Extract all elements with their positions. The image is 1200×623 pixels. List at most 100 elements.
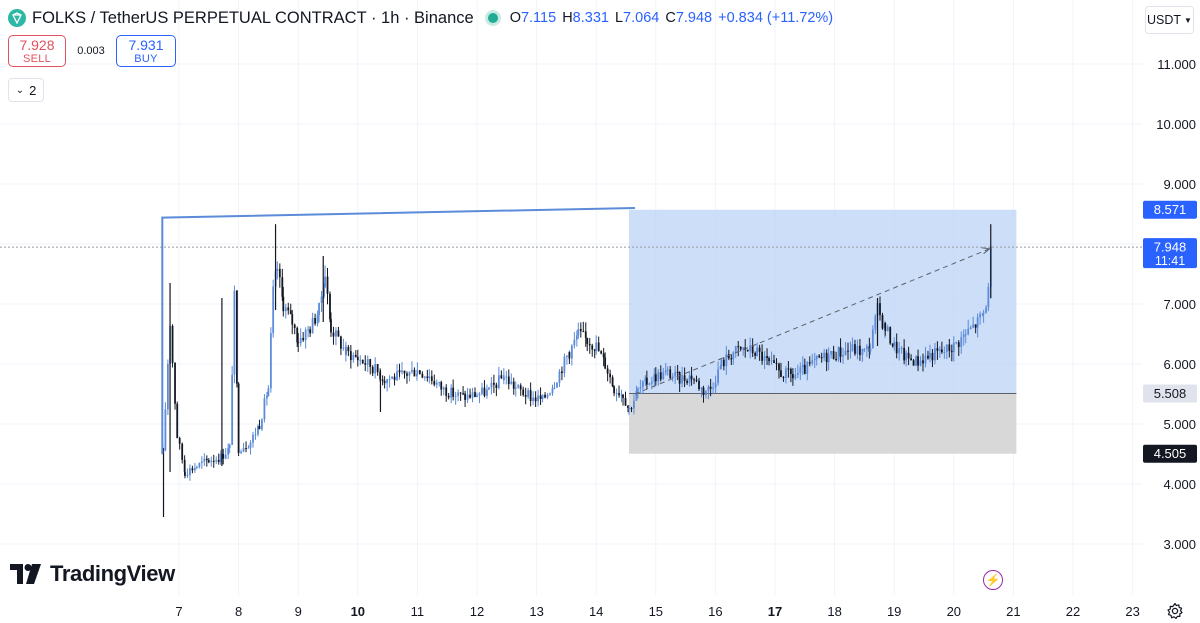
sell-button[interactable]: 7.928 SELL <box>8 35 66 67</box>
candle <box>702 385 705 403</box>
candle <box>664 362 667 376</box>
currency-select[interactable]: USDT ▼ <box>1145 6 1194 34</box>
candle <box>184 470 186 479</box>
candle <box>200 456 203 469</box>
candle <box>326 267 329 305</box>
indicators-toggle-button[interactable]: ⌄ 2 <box>8 78 44 102</box>
buy-label: BUY <box>134 53 158 65</box>
candle <box>471 387 474 403</box>
candle <box>568 351 571 364</box>
x-tick-label: 21 <box>1006 604 1020 619</box>
x-tick-label: 12 <box>470 604 484 619</box>
candle <box>510 373 513 385</box>
candle <box>615 388 618 402</box>
y-tick-label: 7.000 <box>1163 297 1196 312</box>
candle <box>922 353 924 372</box>
price-axis[interactable]: 3.0004.0005.0006.0007.0008.0009.00010.00… <box>1143 57 1197 552</box>
candle <box>681 366 684 388</box>
candle <box>879 296 881 321</box>
trendline[interactable] <box>161 207 635 454</box>
candle <box>938 346 941 358</box>
candle <box>570 344 573 366</box>
target-zone[interactable] <box>628 209 1017 394</box>
candle <box>863 348 866 353</box>
candle <box>972 316 975 329</box>
candle <box>751 338 754 357</box>
candle <box>785 365 787 384</box>
candle <box>278 263 281 288</box>
candle <box>688 371 691 387</box>
stop-price-badge: 4.505 <box>1143 444 1197 463</box>
candle <box>927 350 929 360</box>
candle <box>600 350 603 355</box>
candle <box>207 458 210 464</box>
entry-price-badge-text: 5.508 <box>1154 386 1187 401</box>
candle <box>847 342 849 360</box>
candle <box>717 361 719 386</box>
candle <box>912 359 915 366</box>
candle <box>352 352 355 363</box>
change-value: +0.834 (+11.72%) <box>718 10 834 26</box>
candle <box>823 348 826 361</box>
candle <box>575 330 578 347</box>
market-open-indicator <box>487 13 498 23</box>
candle <box>549 392 551 396</box>
drawings[interactable] <box>0 207 1142 454</box>
candle <box>231 365 234 446</box>
candle <box>917 349 919 372</box>
low-value: 7.064 <box>623 10 660 26</box>
candle <box>746 349 749 352</box>
candle <box>258 419 261 430</box>
projection-line[interactable] <box>634 248 990 395</box>
candle <box>347 344 350 357</box>
candle <box>854 339 856 356</box>
candle <box>318 302 320 323</box>
candle <box>987 282 990 312</box>
buy-button[interactable]: 7.931 BUY <box>116 35 176 67</box>
candle <box>527 387 530 400</box>
candle <box>815 355 818 366</box>
candle <box>512 377 515 395</box>
stop-zone[interactable] <box>628 393 1017 454</box>
candle <box>469 388 471 399</box>
tradingview-logo[interactable]: TradingView <box>10 561 175 587</box>
candle <box>827 347 830 371</box>
gear-icon[interactable] <box>1166 602 1184 620</box>
candle <box>903 339 906 365</box>
candle <box>254 427 257 440</box>
candle <box>462 386 464 396</box>
candle <box>297 332 300 353</box>
projection-arrowhead <box>981 247 991 255</box>
candle <box>217 453 220 465</box>
lightning-icon[interactable]: ⚡ <box>983 570 1003 590</box>
candle <box>725 345 728 375</box>
candle <box>813 352 816 369</box>
candle <box>579 322 582 338</box>
candle <box>837 346 840 362</box>
candle <box>606 365 609 382</box>
chevron-down-icon: ▼ <box>1184 15 1192 25</box>
entry-price-badge: 5.508 <box>1143 384 1197 403</box>
time-axis[interactable]: 7 8 9 10 11 12 13 14 15 16 17 18 19 20 21 22 23 <box>175 604 1139 619</box>
stop-price-badge-text: 4.505 <box>1154 446 1187 461</box>
candle <box>919 356 922 367</box>
candle <box>742 346 745 356</box>
candle <box>768 356 770 366</box>
candle <box>889 326 892 345</box>
last-price-badge-countdown: 11:41 <box>1155 254 1185 268</box>
candle <box>676 365 679 381</box>
candle <box>969 325 972 330</box>
candle <box>907 346 910 366</box>
candle <box>808 356 811 367</box>
candle <box>492 374 495 393</box>
candle <box>950 344 953 362</box>
candle <box>898 341 901 361</box>
position-tool[interactable] <box>628 209 1017 454</box>
candle <box>176 401 179 439</box>
candle <box>835 351 837 362</box>
symbol-title[interactable]: FOLKS / TetherUS PERPETUAL CONTRACT · 1h… <box>32 8 474 27</box>
candle <box>240 449 242 455</box>
candle <box>249 440 252 455</box>
candle <box>782 376 785 382</box>
